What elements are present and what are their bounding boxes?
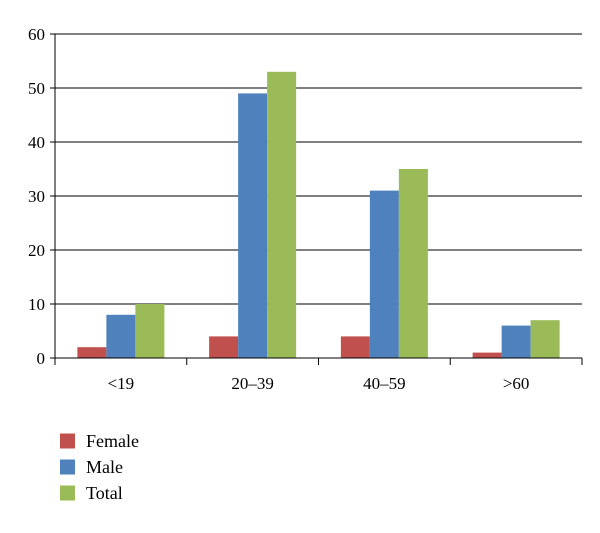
bar-male: [106, 314, 136, 358]
bar-total: [135, 304, 165, 358]
bar-total: [267, 71, 297, 359]
legend-swatch: [60, 433, 75, 449]
legend-swatch: [60, 459, 75, 475]
bars: [77, 71, 560, 359]
bar-male: [369, 190, 399, 358]
y-tick-label: 20: [28, 241, 45, 260]
bar-male: [501, 325, 531, 358]
bar-total: [398, 169, 428, 358]
y-tick-label: 60: [28, 25, 45, 44]
y-tick-label: 10: [28, 295, 45, 314]
legend-label: Female: [86, 431, 139, 451]
legend-label: Male: [86, 457, 123, 477]
bar-male: [238, 93, 268, 359]
legend-item-female: Female: [60, 431, 139, 451]
bar-female: [472, 352, 502, 358]
legend-item-total: Total: [60, 483, 123, 503]
legend-item-male: Male: [60, 457, 123, 477]
bar-female: [209, 336, 239, 358]
y-tick-label: 40: [28, 133, 45, 152]
axes: [50, 33, 583, 365]
bar-total: [530, 320, 560, 358]
legend: Female Male Total: [60, 431, 139, 503]
x-tick-label: <19: [108, 374, 135, 393]
legend-label: Total: [86, 483, 123, 503]
bar-female: [77, 347, 107, 358]
x-tick-label: >60: [503, 374, 530, 393]
y-tick-label: 30: [28, 187, 45, 206]
x-tick-label: 40–59: [363, 374, 406, 393]
x-tick-labels: <19 20–39 40–59 >60: [108, 374, 530, 393]
y-tick-labels: 0 10 20 30 40 50 60: [28, 25, 45, 368]
x-tick-label: 20–39: [231, 374, 274, 393]
gridlines: [55, 33, 582, 305]
y-tick-label: 50: [28, 79, 45, 98]
legend-swatch: [60, 485, 75, 501]
bar-female: [340, 336, 370, 358]
y-tick-label: 0: [37, 349, 46, 368]
